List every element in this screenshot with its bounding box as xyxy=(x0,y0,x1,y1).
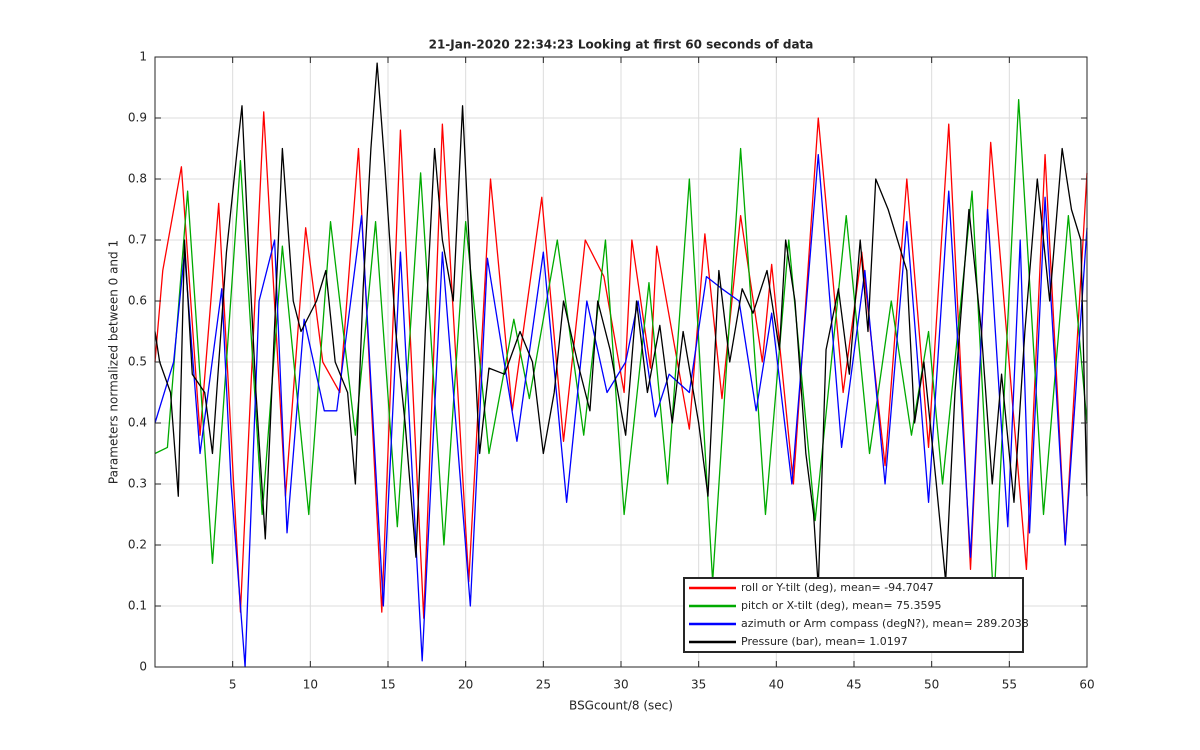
y-tick-label: 0.7 xyxy=(128,233,147,247)
x-axis-label: BSGcount/8 (sec) xyxy=(569,699,673,713)
legend-label: Pressure (bar), mean= 1.0197 xyxy=(741,635,908,648)
data-line xyxy=(154,62,1088,589)
x-tick-label: 30 xyxy=(613,678,628,692)
x-tick-label: 20 xyxy=(458,678,473,692)
legend-box xyxy=(683,577,1024,653)
legend-label: pitch or X-tilt (deg), mean= 75.3595 xyxy=(741,599,942,612)
y-axis-label: Parameters normalized between 0 and 1 xyxy=(107,240,121,484)
x-tick-label: 25 xyxy=(536,678,551,692)
y-tick-label: 0 xyxy=(139,660,147,674)
y-tick-label: 1 xyxy=(139,50,147,64)
y-tick-label: 0.3 xyxy=(128,477,147,491)
x-tick-label: 45 xyxy=(846,678,861,692)
x-tick-label: 55 xyxy=(1002,678,1017,692)
legend: roll or Y-tilt (deg), mean= -94.7047 pitc… xyxy=(683,577,1029,653)
legend-label: azimuth or Arm compass (degN?), mean= 28… xyxy=(741,617,1029,630)
y-tick-label: 0.1 xyxy=(128,599,147,613)
y-tick-label: 0.2 xyxy=(128,538,147,552)
data-line xyxy=(154,153,1088,668)
x-tick-label: 50 xyxy=(924,678,939,692)
y-tick-label: 0.4 xyxy=(128,416,147,430)
x-tick-label: 60 xyxy=(1079,678,1094,692)
x-tick-label: 35 xyxy=(691,678,706,692)
data-line xyxy=(154,111,1088,619)
y-tick-label: 0.5 xyxy=(128,355,147,369)
y-tick-label: 0.6 xyxy=(128,294,147,308)
x-tick-label: 15 xyxy=(380,678,395,692)
legend-label: roll or Y-tilt (deg), mean= -94.7047 xyxy=(741,581,934,594)
x-tick-label: 40 xyxy=(769,678,784,692)
y-tick-label: 0.9 xyxy=(128,111,147,125)
x-tick-label: 5 xyxy=(229,678,237,692)
y-tick-label: 0.8 xyxy=(128,172,147,186)
chart-title: 21-Jan-2020 22:34:23 Looking at first 60… xyxy=(429,38,814,52)
x-tick-label: 10 xyxy=(303,678,318,692)
